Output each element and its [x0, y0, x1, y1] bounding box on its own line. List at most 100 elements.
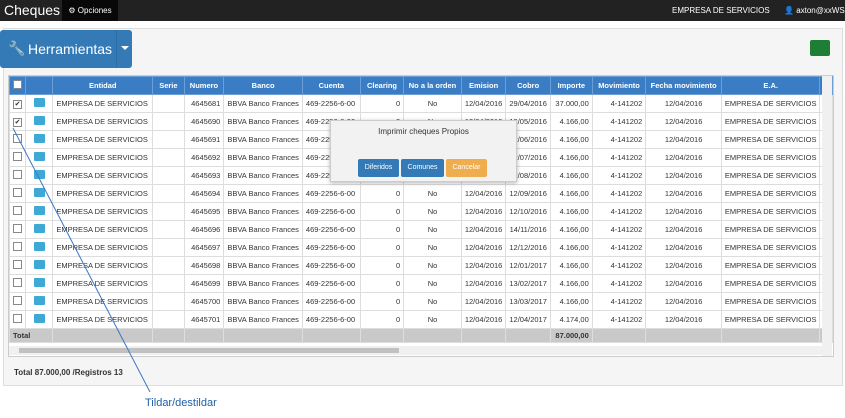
edit-button[interactable]	[33, 152, 45, 161]
cell: 4.166,00	[549, 148, 593, 167]
cell	[152, 292, 185, 311]
edit-button[interactable]	[33, 314, 45, 323]
cell	[9, 130, 26, 149]
cell: EMPRESA DE SERVICIOS	[720, 256, 821, 275]
header-cell[interactable]: Fecha movimiento	[645, 76, 722, 95]
row-checkbox[interactable]	[13, 260, 22, 269]
edit-button[interactable]	[33, 98, 45, 107]
vertical-scrollbar[interactable]	[822, 76, 832, 356]
edit-button[interactable]	[33, 188, 45, 197]
cell: BBVA Banco Frances	[223, 148, 303, 167]
header-cell[interactable]: Serie	[152, 76, 185, 95]
cell: BBVA Banco Frances	[223, 238, 303, 257]
row-checkbox[interactable]	[13, 296, 22, 305]
header-cell[interactable]: Importe	[549, 76, 593, 95]
edit-button[interactable]	[33, 278, 45, 287]
row-checkbox[interactable]	[13, 152, 22, 161]
header-cell[interactable]: Emision	[460, 76, 507, 95]
edit-button[interactable]	[33, 170, 45, 179]
cell: 4-141202	[591, 256, 647, 275]
cell: 12/04/2016	[645, 256, 722, 275]
cell: 12/04/2016	[645, 166, 722, 185]
cell	[24, 202, 54, 221]
header-cell	[9, 76, 26, 95]
cell: 4-141202	[591, 130, 647, 149]
header-cell[interactable]: Numero	[183, 76, 225, 95]
header-cell[interactable]: Movimiento	[591, 76, 647, 95]
user-name[interactable]: axton@xxWS	[796, 6, 845, 15]
edit-button[interactable]	[33, 260, 45, 269]
row-checkbox[interactable]: ✔	[13, 99, 22, 109]
row-checkbox[interactable]	[13, 206, 22, 215]
cell: EMPRESA DE SERVICIOS	[720, 220, 821, 239]
cell: BBVA Banco Frances	[223, 94, 303, 113]
dialog-title: Imprimir cheques Propios	[378, 127, 469, 136]
user[interactable]: 👤 axton@xxWS	[784, 6, 845, 15]
cell: No	[403, 202, 462, 221]
row-checkbox[interactable]	[13, 134, 22, 143]
cell: 469-2256-6-00	[301, 94, 361, 113]
cell: EMPRESA DE SERVICIOS	[52, 292, 154, 311]
cell	[9, 148, 26, 167]
row-checkbox[interactable]	[13, 188, 22, 197]
cell: 12/10/2016	[505, 202, 551, 221]
row-checkbox[interactable]	[13, 170, 22, 179]
edit-button[interactable]	[33, 296, 45, 305]
cell: EMPRESA DE SERVICIOS	[720, 238, 821, 257]
edit-button[interactable]	[33, 224, 45, 233]
dialog-button[interactable]: Cancelar	[446, 159, 487, 177]
cell	[24, 148, 54, 167]
cell: 12/04/2016	[645, 274, 722, 293]
cell: 4645691	[183, 130, 225, 149]
cell: ✔	[9, 112, 26, 131]
edit-button[interactable]	[33, 116, 45, 125]
header-cell[interactable]: No a la orden	[403, 76, 462, 95]
edit-button[interactable]	[33, 206, 45, 215]
cell: BBVA Banco Frances	[223, 292, 303, 311]
cell	[152, 184, 185, 203]
cell: EMPRESA DE SERVICIOS	[720, 94, 821, 113]
cell: 469-2256-6-00	[301, 184, 361, 203]
data-row: EMPRESA DE SERVICIOS 4645700 BBVA Banco Fr…	[9, 292, 833, 311]
row-checkbox[interactable]	[13, 242, 22, 251]
company: EMPRESA DE SERVICIOS	[672, 6, 770, 15]
header-cell[interactable]: Clearing	[359, 76, 405, 95]
row-checkbox[interactable]	[13, 314, 22, 323]
dialog-button[interactable]: Comunes	[401, 159, 444, 177]
horizontal-scrollbar[interactable]	[9, 346, 822, 355]
edit-button[interactable]	[33, 134, 45, 143]
header-row: Entidad Serie Numero Banco Cuenta Clearing No …	[9, 76, 833, 95]
cell: 12/04/2016	[460, 256, 507, 275]
cell	[183, 328, 225, 343]
cell: ✔	[9, 94, 26, 113]
tools-caret[interactable]	[116, 30, 133, 68]
checkbox-all[interactable]	[13, 80, 22, 89]
header-cell[interactable]: E.A.	[720, 76, 821, 95]
menu-options[interactable]: ⚙ Opciones	[62, 0, 118, 21]
cell: 4645692	[183, 148, 225, 167]
row-checkbox[interactable]: ✔	[13, 117, 22, 127]
cell: 12/04/2016	[460, 274, 507, 293]
brand[interactable]: Cheques	[4, 2, 61, 18]
row-checkbox[interactable]	[13, 224, 22, 233]
header-cell[interactable]: Entidad	[52, 76, 154, 95]
dialog-button[interactable]: Diferidos	[358, 159, 399, 177]
cell: No	[403, 274, 462, 293]
menu-label[interactable]: Opciones	[77, 6, 112, 15]
cell: 4645698	[183, 256, 225, 275]
edit-button[interactable]	[33, 242, 45, 251]
tools-label[interactable]: Herramientas	[28, 41, 113, 57]
row-checkbox[interactable]	[13, 278, 22, 287]
scroll-thumb[interactable]	[19, 348, 399, 353]
data-row: EMPRESA DE SERVICIOS 4645696 BBVA Banco Fr…	[9, 220, 833, 239]
cell: 0	[359, 202, 405, 221]
header-cell[interactable]: Cobro	[505, 76, 551, 95]
export-button[interactable]	[810, 40, 830, 56]
header-cell[interactable]: Cuenta	[301, 76, 361, 95]
tools-button[interactable]: 🔧 Herramientas	[0, 30, 132, 68]
cell: BBVA Banco Frances	[223, 202, 303, 221]
cell	[24, 184, 54, 203]
cell: 29/04/2016	[505, 94, 551, 113]
header-cell[interactable]: Banco	[223, 76, 303, 95]
cell	[9, 184, 26, 203]
